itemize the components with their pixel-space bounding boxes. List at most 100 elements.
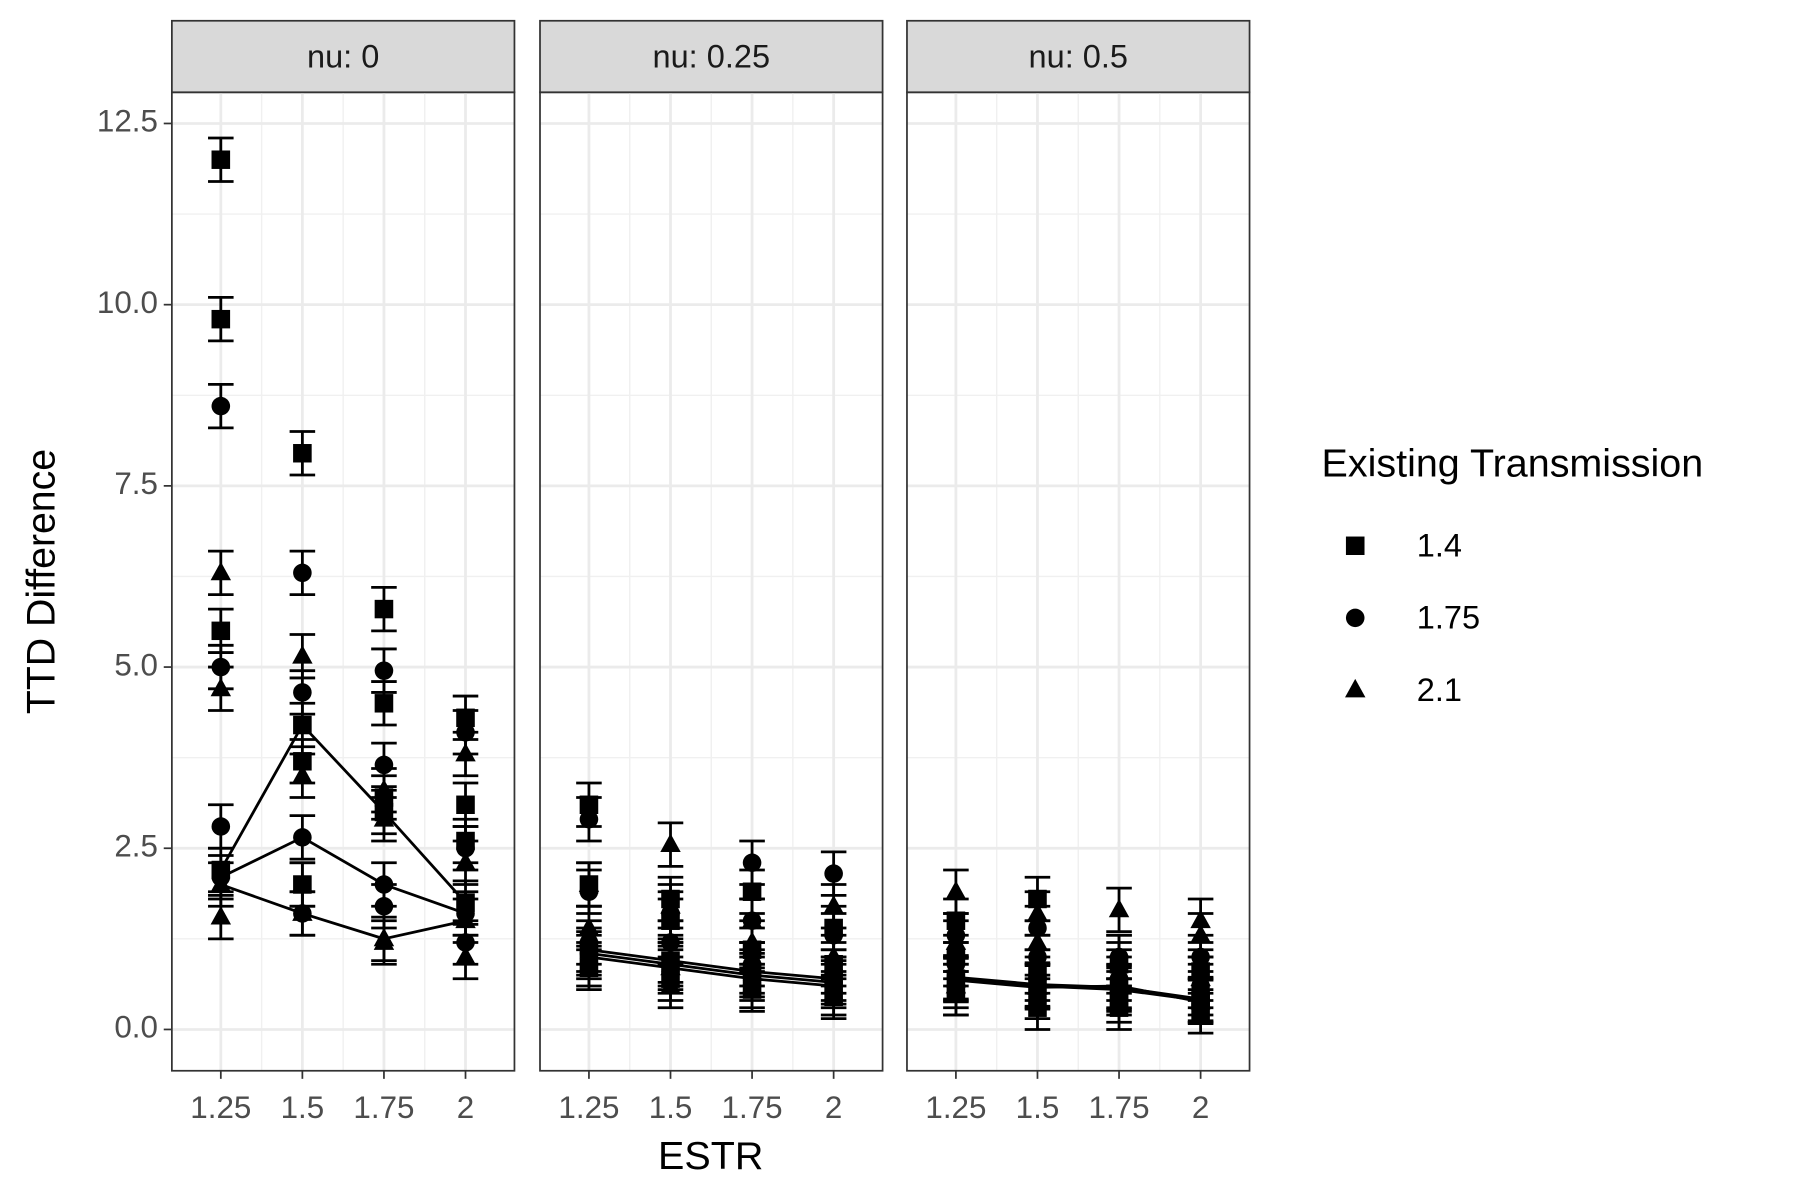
point [210, 873, 232, 892]
x-tick-label: 1.5 [649, 1090, 693, 1125]
strip-label: nu: 0.25 [653, 38, 771, 74]
point [211, 817, 231, 836]
point [293, 715, 312, 735]
point [660, 833, 681, 853]
point [373, 931, 395, 950]
point [455, 851, 476, 871]
point [823, 982, 844, 1001]
point [211, 621, 231, 641]
point [374, 599, 394, 619]
point [661, 933, 680, 952]
y-tick-label: 5.0 [114, 647, 158, 682]
point [293, 683, 312, 702]
strip-label: nu: 0 [307, 38, 379, 74]
point [1190, 967, 1211, 987]
legend-key [1345, 678, 1366, 698]
point [578, 873, 600, 892]
point [1027, 967, 1048, 987]
x-tick-label: 2 [1192, 1090, 1209, 1125]
point [292, 645, 313, 664]
point [1108, 898, 1130, 918]
y-tick-label: 7.5 [114, 466, 158, 501]
point [374, 661, 394, 680]
point [823, 895, 844, 914]
x-axis-title: ESTR [658, 1134, 763, 1178]
point [455, 909, 476, 929]
point [210, 906, 232, 925]
series-line [219, 722, 467, 904]
point [210, 561, 232, 581]
x-tick-label: 1.5 [1016, 1090, 1060, 1125]
panel-border [539, 91, 884, 1072]
point [660, 895, 681, 914]
series-line [220, 835, 466, 915]
panel-border [906, 91, 1251, 1072]
point [292, 873, 313, 892]
panel-border [171, 91, 516, 1072]
y-axis-title: TTD Difference [19, 449, 63, 714]
point [823, 945, 844, 965]
x-tick-label: 1.25 [925, 1090, 986, 1125]
legend-key [1345, 536, 1365, 555]
strip [171, 19, 516, 94]
series-line [220, 883, 466, 941]
point [945, 880, 967, 900]
legend-label: 1.75 [1417, 600, 1480, 636]
legend-key [1345, 608, 1365, 628]
legend-label: 1.4 [1417, 528, 1462, 564]
point [293, 444, 312, 463]
point [292, 764, 313, 784]
x-tick-label: 1.75 [1089, 1090, 1150, 1125]
point [374, 694, 394, 713]
point [741, 974, 763, 994]
point [741, 931, 763, 950]
x-tick-label: 2 [825, 1090, 842, 1125]
x-tick-label: 1.25 [190, 1090, 251, 1125]
x-tick-label: 1.75 [722, 1090, 783, 1125]
point [824, 864, 843, 883]
point [293, 904, 312, 923]
point [373, 808, 395, 827]
strip-label: nu: 0.5 [1029, 38, 1128, 74]
y-tick-label: 10.0 [97, 285, 158, 320]
point [211, 309, 231, 329]
x-tick-label: 1.75 [353, 1090, 414, 1125]
point [578, 916, 600, 936]
strip [906, 19, 1251, 94]
x-tick-label: 1.5 [281, 1090, 325, 1125]
point [1027, 902, 1048, 921]
point [1027, 931, 1048, 950]
point [1108, 960, 1130, 979]
point [945, 931, 967, 950]
point [578, 953, 600, 972]
y-tick-label: 12.5 [97, 104, 158, 139]
point [211, 150, 231, 169]
point [374, 897, 394, 916]
point [742, 853, 762, 872]
point [456, 795, 475, 815]
point [741, 909, 763, 929]
legend-label: 2.1 [1417, 672, 1462, 708]
point [455, 742, 476, 762]
point [293, 563, 312, 583]
y-tick-label: 0.0 [114, 1010, 158, 1045]
strip [539, 19, 884, 94]
point [211, 396, 231, 416]
point [742, 882, 762, 901]
legend-title: Existing Transmission [1322, 442, 1704, 486]
series-line [955, 978, 1201, 1004]
point [945, 974, 967, 994]
x-tick-label: 1.25 [558, 1090, 619, 1125]
series-line [588, 951, 834, 984]
y-tick-label: 2.5 [114, 829, 158, 864]
point [373, 779, 395, 798]
point [455, 945, 476, 965]
x-tick-label: 2 [457, 1090, 474, 1125]
point [293, 828, 312, 847]
point [210, 677, 232, 697]
point [660, 974, 681, 994]
point [579, 810, 599, 829]
